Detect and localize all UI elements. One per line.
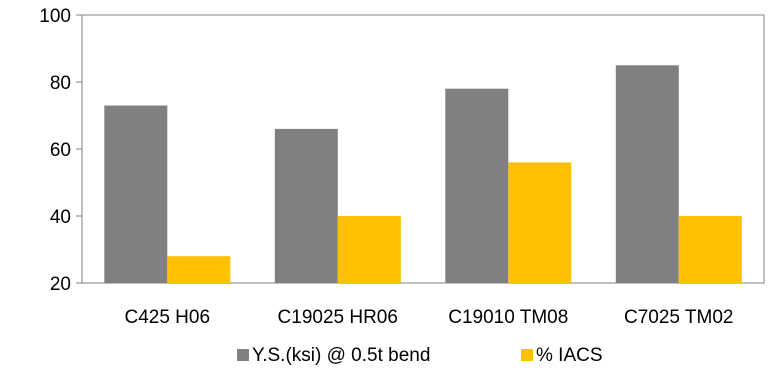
y-tick-label: 100 [39,6,71,27]
bar-iacs-3 [678,216,742,283]
y-axis-ticks: 20 40 60 80 100 [39,6,82,295]
x-tick-label: C7025 TM02 [624,307,734,328]
bar-iacs-1 [337,216,401,283]
bar-iacs-0 [167,256,231,283]
bar-yield-strength-0 [104,105,168,283]
bar-iacs-2 [508,162,572,283]
y-tick-label: 40 [50,207,71,228]
y-tick-label: 20 [50,274,71,295]
legend-swatch [237,349,249,361]
legend-swatch [521,349,533,361]
bars [104,65,742,284]
y-tick-label: 60 [50,140,71,161]
x-axis-labels: C425 H06 C19025 HR06 C19010 TM08 C7025 TM02 [124,307,733,328]
bar-yield-strength-1 [274,128,338,283]
bar-yield-strength-3 [615,65,679,284]
legend: Y.S.(ksi) @ 0.5t bend % IACS [237,345,603,366]
x-tick-label: C19025 HR06 [278,307,398,328]
y-tick-label: 80 [50,73,71,94]
x-tick-label: C19010 TM08 [448,307,568,328]
legend-label: Y.S.(ksi) @ 0.5t bend [252,345,430,366]
x-tick-label: C425 H06 [124,307,210,328]
legend-label: % IACS [536,345,603,366]
bar-yield-strength-2 [445,88,509,283]
